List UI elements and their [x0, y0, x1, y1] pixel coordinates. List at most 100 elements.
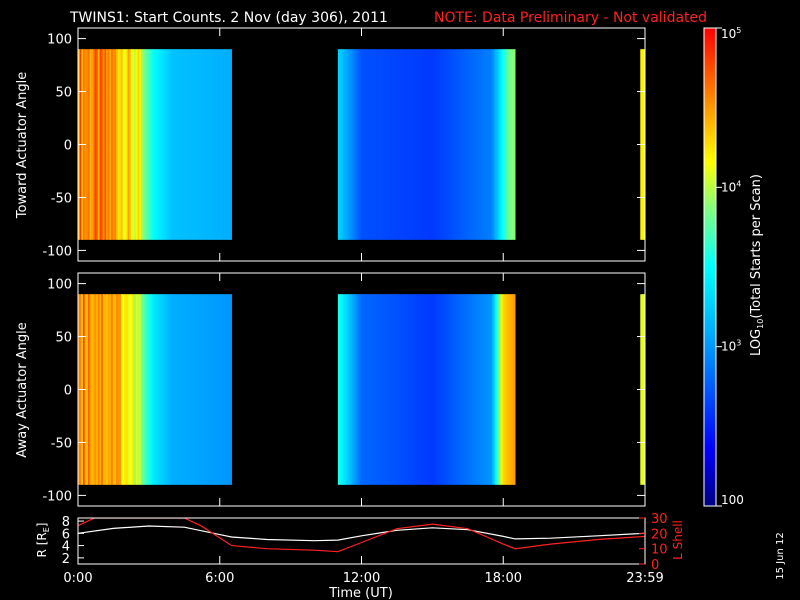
heatmap-column — [341, 294, 344, 485]
heatmap-column — [97, 49, 100, 240]
heatmap-column — [447, 49, 450, 240]
heatmap-column — [182, 49, 185, 240]
heatmap-column — [496, 294, 499, 485]
heatmap-column — [180, 294, 183, 485]
heatmap-column — [178, 294, 181, 485]
heatmap-column — [102, 294, 105, 485]
heatmap-column — [162, 49, 165, 240]
heatmap-column — [182, 294, 185, 485]
heatmap-column — [422, 294, 425, 485]
heatmap-column — [117, 49, 120, 240]
heatmap-column — [86, 49, 89, 240]
heatmap-column — [413, 294, 416, 485]
heatmap-column — [175, 49, 178, 240]
heatmap-column — [188, 294, 191, 485]
heatmap-column — [377, 294, 380, 485]
heatmap-column — [111, 49, 114, 240]
heatmap-column — [498, 49, 501, 240]
heatmap-column — [226, 294, 229, 485]
heatmap-column — [404, 294, 407, 485]
heatmap-column — [130, 294, 133, 485]
heatmap-column — [155, 294, 158, 485]
heatmap-column — [137, 294, 140, 485]
heatmap-column — [490, 294, 493, 485]
x-tick-label: 6:00 — [205, 571, 234, 586]
heatmap-column — [147, 294, 150, 485]
heatmap-column — [440, 49, 443, 240]
heatmap-column — [127, 49, 130, 240]
heatmap-column — [390, 294, 393, 485]
y-tick-label: 4 — [62, 540, 70, 555]
heatmap-column — [437, 49, 440, 240]
heatmap-column — [175, 294, 178, 485]
heatmap-column — [349, 294, 352, 485]
heatmap-column — [89, 294, 92, 485]
heatmap-column — [483, 49, 486, 240]
heatmap-column — [218, 49, 221, 240]
heatmap-column — [202, 49, 205, 240]
heatmap-column — [356, 294, 359, 485]
heatmap-column — [203, 294, 206, 485]
heatmap-column — [400, 49, 403, 240]
heatmap-column — [208, 294, 211, 485]
heatmap-column — [163, 294, 167, 485]
heatmap-column — [116, 49, 119, 240]
heatmap-column — [152, 294, 155, 485]
heatmap-column — [450, 49, 453, 240]
heatmap-column — [137, 49, 140, 240]
heatmap-column — [125, 49, 129, 240]
heatmap-column — [119, 294, 122, 485]
heatmap-column — [220, 294, 223, 485]
heatmap-column — [342, 49, 345, 240]
x-tick-label: 18:00 — [485, 571, 522, 586]
heatmap-column — [147, 49, 150, 240]
heatmap-column — [508, 49, 511, 240]
heatmap-column — [149, 294, 152, 485]
heatmap-column — [413, 49, 416, 240]
heatmap-column — [506, 49, 509, 240]
heatmap-column — [491, 294, 494, 485]
heatmap-column — [97, 294, 100, 485]
heatmap-column — [127, 294, 130, 485]
heatmap-column — [129, 294, 132, 485]
heatmap-column — [399, 49, 402, 240]
heatmap-column — [450, 294, 453, 485]
heatmap-column — [102, 49, 105, 240]
y-tick-label: 8 — [62, 515, 70, 530]
heatmap-column — [177, 49, 180, 240]
heatmap-column — [374, 49, 377, 240]
heatmap-column — [435, 294, 438, 485]
colorbar-tick-label: 103 — [721, 339, 741, 354]
heatmap-column — [369, 294, 372, 485]
heatmap-column — [485, 294, 488, 485]
heatmap-column — [223, 49, 226, 240]
heatmap-column — [465, 294, 468, 485]
heatmap-column — [359, 49, 362, 240]
heatmap-column — [418, 294, 421, 485]
heatmap-column — [458, 294, 461, 485]
heatmap-column — [87, 294, 90, 485]
heatmap-column — [372, 49, 375, 240]
heatmap-column — [351, 49, 354, 240]
heatmap-column — [159, 294, 162, 485]
heatmap-column — [509, 49, 512, 240]
heatmap-column — [509, 294, 512, 485]
heatmap-column — [149, 49, 152, 240]
heatmap-column — [402, 294, 405, 485]
colorbar-gradient — [703, 27, 717, 507]
heatmap-column — [504, 49, 507, 240]
heatmap-column — [112, 294, 115, 485]
heatmap-column — [407, 294, 410, 485]
heatmap-column — [485, 49, 488, 240]
heatmap-column — [488, 294, 491, 485]
heatmap-column — [106, 294, 109, 485]
heatmap-column — [99, 49, 102, 240]
heatmap-column — [471, 49, 474, 240]
heatmap-column — [352, 294, 355, 485]
heatmap-column — [185, 294, 188, 485]
heatmap-column — [380, 294, 383, 485]
heatmap-column — [193, 294, 196, 485]
heatmap-column — [499, 294, 502, 485]
heatmap-column — [361, 49, 364, 240]
heatmap-column — [195, 49, 198, 240]
